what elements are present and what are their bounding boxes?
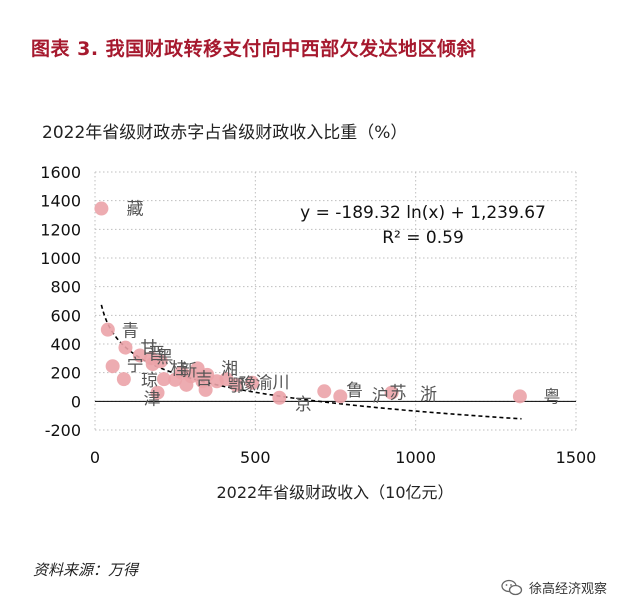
data-point <box>317 384 332 399</box>
data-point <box>94 201 109 216</box>
figure-title: 图表 3. 我国财政转移支付向中西部欠发达地区倾斜 <box>31 38 477 60</box>
tick-labels-layer: -200 0 200 400 600 800 1000 1200 1400 1600 0 500 100… <box>40 163 596 467</box>
point-label: 苏 <box>390 384 407 404</box>
r-squared: R² = 0.59 <box>382 228 464 248</box>
point-label: 甘 <box>140 339 157 359</box>
chart-title: 2022年省级财政赤字占省级财政收入比重（%） <box>42 123 408 143</box>
point-label: 鄂 <box>228 377 245 397</box>
point-label: 新 <box>180 361 197 381</box>
point-label: 琼 <box>141 371 158 391</box>
point-label: 粤 <box>543 387 560 407</box>
point-label: 湘 <box>221 359 238 379</box>
data-point <box>132 348 147 363</box>
point-label: 豫 <box>239 375 256 395</box>
x-tick-label: 500 <box>240 448 271 467</box>
point-label: 青 <box>122 321 139 341</box>
wechat-icon <box>501 579 523 595</box>
data-point <box>245 375 260 390</box>
x-axis-label: 2022年省级财政收入（10亿元） <box>216 483 453 502</box>
y-tick-label: 1200 <box>40 220 81 239</box>
data-point <box>100 322 115 337</box>
data-point <box>512 389 527 404</box>
y-tick-label: 400 <box>50 335 81 354</box>
point-label: 吉 <box>196 369 213 389</box>
data-point <box>384 385 399 400</box>
data-point <box>198 382 213 397</box>
y-tick-label: 600 <box>50 306 81 325</box>
data-point <box>150 385 165 400</box>
watermark: 徐高经济观察 <box>501 578 607 597</box>
trendline <box>100 304 522 420</box>
x-tick-label: 0 <box>90 448 100 467</box>
point-label: 浙 <box>420 385 437 405</box>
y-tick-label: 200 <box>50 364 81 383</box>
point-label: 京 <box>295 395 312 415</box>
trend-equation: y = -189.32 ln(x) + 1,239.67 <box>300 203 546 223</box>
y-tick-label: 0 <box>71 392 81 411</box>
point-label: 渝 <box>255 374 272 394</box>
point-label: 黑 <box>156 348 173 368</box>
data-point <box>116 372 131 387</box>
point-label: 鲁 <box>346 381 363 401</box>
data-point <box>229 377 244 392</box>
data-point <box>272 390 287 405</box>
data-point <box>156 372 171 387</box>
point-label: 晋 <box>148 344 165 364</box>
point-label: 宁 <box>127 356 144 376</box>
watermark-text: 徐高经济观察 <box>528 582 607 597</box>
y-tick-label: 1400 <box>40 192 81 211</box>
x-tick-label: 1000 <box>395 448 436 467</box>
data-point <box>333 389 348 404</box>
point-label: 川 <box>272 373 289 393</box>
y-tick-label: 800 <box>50 278 81 297</box>
point-label: 桂 <box>171 359 188 379</box>
data-point <box>153 354 168 369</box>
data-point <box>105 359 120 374</box>
point-label: 沪 <box>372 387 389 407</box>
data-point <box>118 340 133 355</box>
point-label: 津 <box>144 389 161 409</box>
x-tick-label: 1500 <box>556 448 597 467</box>
point-labels-layer: 藏青甘晋宁 黑琼桂新津 吉湘鄂豫渝川京 鲁沪苏浙 粤 <box>122 200 561 416</box>
y-tick-label: 1000 <box>40 249 81 268</box>
source-note: 资料来源：万得 <box>33 561 139 579</box>
y-tick-label: -200 <box>45 421 81 440</box>
trendline-layer <box>100 304 522 420</box>
points-layer <box>94 201 527 405</box>
y-tick-label: 1600 <box>40 163 81 182</box>
point-label: 藏 <box>127 200 144 220</box>
